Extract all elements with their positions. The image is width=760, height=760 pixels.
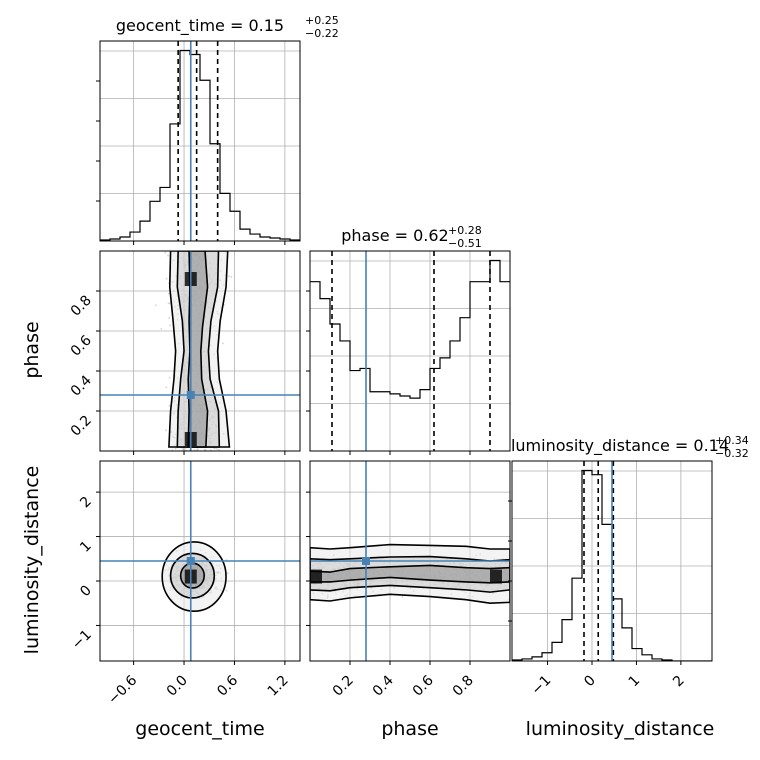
histogram-step — [310, 259, 510, 399]
x-tick-label-phase: 0.2 — [330, 673, 357, 700]
y-tick-label-phase: 0.4 — [68, 372, 95, 399]
sample-point — [182, 448, 185, 451]
sample-point — [401, 596, 404, 598]
y-tick-label-luminosity_distance: 1 — [77, 538, 95, 556]
panel-content — [100, 251, 300, 451]
x-tick-label-geocent_time: 0.6 — [214, 672, 241, 699]
panel-background — [310, 251, 510, 451]
title-phase-minus: −0.51 — [448, 237, 482, 250]
title-luminosity-distance-plus: +0.34 — [715, 434, 749, 447]
title-luminosity-distance-minus: −0.32 — [715, 447, 749, 460]
title-geocent-time-minus: −0.22 — [305, 27, 339, 40]
sample-point — [227, 275, 230, 278]
title-luminosity-distance-name: luminosity_distance — [511, 436, 670, 456]
panel-frame — [309, 460, 511, 662]
title-geocent-time-median: 0.15 — [248, 16, 284, 35]
ylabel-luminosity-distance: luminosity_distance — [21, 466, 43, 655]
title-geocent-time: geocent_time = 0.15 — [116, 16, 284, 36]
title-phase-plus: +0.28 — [448, 224, 482, 237]
panel-phase-hist — [306, 250, 511, 455]
sample-point — [168, 405, 171, 407]
sample-point — [165, 277, 168, 280]
panel-content — [100, 41, 300, 241]
histogram-step — [512, 469, 712, 661]
y-tick-label-phase: 0.6 — [68, 332, 95, 359]
sample-point — [167, 254, 169, 257]
panel-frame — [99, 40, 301, 242]
panel-content — [310, 251, 510, 451]
x-tick-label-phase: 0.8 — [450, 673, 477, 700]
sample-point — [160, 328, 163, 330]
sample-point — [221, 342, 224, 345]
panel-content — [512, 461, 712, 661]
sample-point — [167, 292, 170, 295]
x-tick-label-luminosity_distance: 1 — [626, 673, 644, 691]
sample-point — [213, 447, 216, 450]
title-phase: phase = 0.62 — [341, 226, 448, 245]
panel-frame — [309, 250, 511, 452]
x-tick-label-geocent_time: −0.6 — [105, 672, 140, 707]
x-tick-label-phase: 0.4 — [370, 672, 397, 699]
sample-point — [165, 429, 167, 432]
sample-point — [196, 448, 199, 451]
title-phase-median: 0.62 — [413, 226, 449, 245]
panel-content — [310, 461, 510, 661]
title-phase-name: phase — [341, 226, 389, 245]
sample-point — [169, 324, 171, 327]
sample-point — [225, 589, 228, 592]
x-tick-label-luminosity_distance: 0 — [581, 673, 599, 691]
truth-marker — [362, 557, 370, 565]
sample-point — [167, 302, 170, 305]
panel-geocent_time-vs-luminosity_distance: −0.6 0.0 0.6 1.2 −1 0 1 2 — [69, 460, 301, 708]
xlabel-phase: phase — [381, 718, 438, 740]
sample-point — [168, 376, 171, 379]
xlabel-luminosity-distance: luminosity_distance — [526, 718, 715, 740]
sample-point — [154, 304, 157, 307]
panel-geocent_time-hist — [96, 40, 301, 245]
sample-point — [168, 316, 171, 319]
x-tick-label-geocent_time: 1.2 — [265, 673, 292, 700]
panel-geocent_time-vs-phase: 0.2 0.4 0.6 0.8 — [68, 250, 301, 455]
density-peak — [310, 569, 322, 584]
contour-level-1 — [310, 564, 510, 584]
x-tick-label-luminosity_distance: −1 — [528, 673, 554, 699]
sample-point — [216, 448, 218, 450]
truth-marker — [186, 391, 195, 399]
panel-frame — [99, 250, 301, 452]
title-luminosity-distance-median: 0.14 — [693, 436, 729, 455]
sample-point — [165, 386, 168, 389]
title-geocent-time-name: geocent_time — [116, 16, 225, 36]
y-tick-label-luminosity_distance: 2 — [77, 494, 95, 512]
truth-marker — [186, 557, 195, 565]
title-luminosity-distance: luminosity_distance = 0.14 — [511, 436, 729, 456]
y-tick-label-luminosity_distance: −1 — [69, 627, 95, 653]
x-tick-label-luminosity_distance: 2 — [670, 673, 688, 691]
ylabel-phase: phase — [21, 321, 43, 378]
panel-frame — [511, 460, 713, 662]
sample-point — [226, 572, 229, 575]
sample-point — [164, 251, 167, 254]
sample-point — [218, 448, 221, 451]
sample-point — [230, 276, 233, 278]
title-geocent-time-plus: +0.25 — [305, 14, 339, 27]
y-tick-label-luminosity_distance: 0 — [77, 583, 95, 601]
sample-point — [203, 448, 206, 451]
sample-point — [181, 447, 184, 450]
sample-point — [174, 447, 177, 450]
x-tick-label-geocent_time: 0.0 — [164, 673, 191, 700]
panel-luminosity_distance-hist: −1 0 1 2 — [508, 460, 713, 699]
y-tick-label-phase: 0.8 — [68, 293, 95, 320]
panel-content — [100, 461, 300, 661]
x-tick-label-phase: 0.6 — [410, 672, 437, 699]
histogram-step — [100, 49, 300, 241]
xlabel-geocent-time: geocent_time — [135, 718, 264, 740]
density-peak — [490, 569, 502, 584]
panel-frame — [99, 460, 301, 662]
panel-phase-vs-luminosity_distance: 0.2 0.4 0.6 0.8 — [306, 460, 511, 700]
y-tick-label-phase: 0.2 — [68, 413, 95, 440]
